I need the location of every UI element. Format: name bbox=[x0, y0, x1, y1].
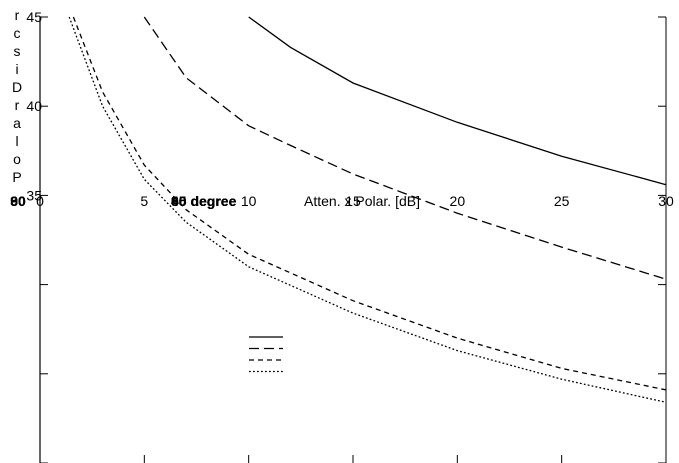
series-line-2 bbox=[143, 16, 667, 280]
y-tick-label: 35 bbox=[26, 187, 42, 203]
series-line-4 bbox=[68, 16, 667, 403]
y-tick-label: 45 bbox=[26, 9, 42, 25]
y-axis-label-char: o bbox=[13, 151, 21, 167]
x-axis-label: Atten. x Polar. [dB] bbox=[304, 193, 420, 209]
y-tick-label: 40 bbox=[26, 98, 42, 114]
series-line-1 bbox=[248, 16, 667, 186]
legend-label: 45 degree bbox=[171, 193, 237, 209]
axes bbox=[39, 17, 667, 463]
ticks bbox=[39, 16, 667, 463]
origin-label: 60 bbox=[10, 193, 26, 209]
x-tick-label: 0 bbox=[36, 193, 44, 209]
y-axis-label-char: r bbox=[15, 7, 20, 23]
y-axis-label-char: D bbox=[12, 79, 22, 95]
series-line-3 bbox=[72, 16, 667, 391]
y-axis-label-char: P bbox=[12, 169, 21, 185]
x-tick-label: 10 bbox=[241, 193, 257, 209]
x-tick-label: 5 bbox=[140, 193, 148, 209]
y-axis-label-char: i bbox=[15, 61, 18, 77]
origin-label: 30 bbox=[10, 193, 26, 209]
y-axis-label-char: s bbox=[14, 43, 21, 59]
legend bbox=[249, 336, 283, 373]
series-layer bbox=[68, 16, 667, 403]
x-tick-label: 15 bbox=[345, 193, 361, 209]
y-axis-label-char: c bbox=[14, 25, 21, 41]
legend-label: 30 degree bbox=[171, 193, 237, 209]
origin-label: 90 bbox=[10, 193, 26, 209]
x-tick-label: 25 bbox=[554, 193, 570, 209]
legend-label: 60 degree bbox=[171, 193, 237, 209]
y-axis-label-char: l bbox=[15, 133, 18, 149]
y-axis-label-char: r bbox=[15, 97, 20, 113]
y-axis-label-char: a bbox=[13, 115, 21, 131]
x-tick-label: 30 bbox=[658, 193, 674, 209]
legend-label: 90 degree bbox=[171, 193, 237, 209]
x-tick-label: 20 bbox=[450, 193, 466, 209]
